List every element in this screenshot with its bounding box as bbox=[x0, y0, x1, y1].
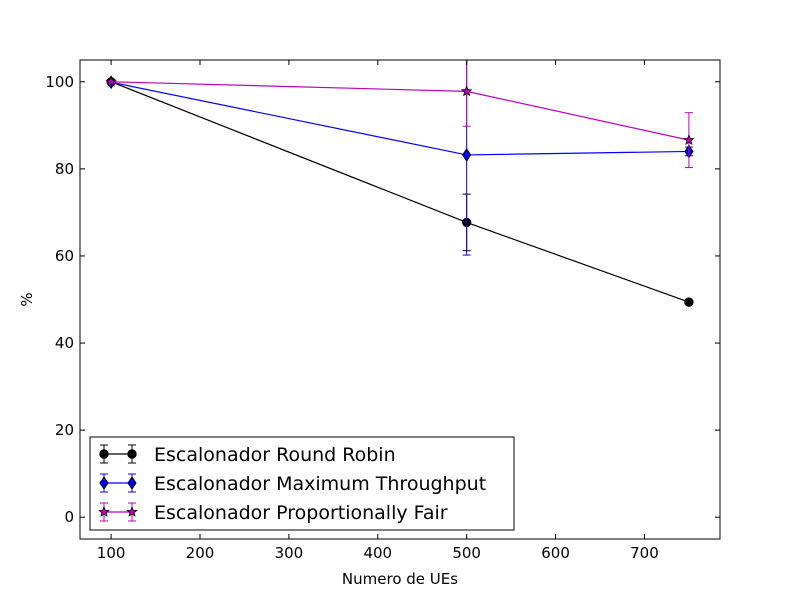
x-tick-label: 100 bbox=[97, 544, 126, 562]
legend-marker bbox=[98, 505, 110, 517]
legend-label: Escalonador Proportionally Fair bbox=[154, 502, 448, 524]
legend-marker bbox=[99, 449, 109, 459]
legend-marker bbox=[99, 476, 109, 490]
legend: Escalonador Round Robin Escalonador Maxim… bbox=[89, 436, 515, 531]
y-tick-label: 100 bbox=[45, 73, 74, 91]
legend-item: Escalonador Round Robin bbox=[99, 444, 396, 466]
x-tick-label: 200 bbox=[186, 544, 215, 562]
legend-label: Escalonador Maximum Throughput bbox=[154, 473, 486, 495]
series-line bbox=[110, 81, 689, 156]
legend-marker bbox=[127, 449, 137, 459]
y-axis-title: % bbox=[18, 292, 36, 306]
data-point bbox=[460, 85, 473, 97]
legend-marker bbox=[127, 476, 137, 490]
legend-item: Escalonador Proportionally Fair bbox=[98, 502, 448, 524]
plot-frame bbox=[79, 59, 721, 540]
legend-label: Escalonador Round Robin bbox=[154, 444, 396, 466]
x-tick-label: 400 bbox=[363, 544, 392, 562]
x-axis-title: Numero de UEs bbox=[342, 570, 458, 588]
legend-box bbox=[89, 436, 515, 531]
y-tick-label: 40 bbox=[55, 334, 74, 352]
series-line bbox=[110, 81, 690, 303]
series-escalonador-round-robin bbox=[106, 77, 694, 307]
data-point bbox=[684, 297, 694, 307]
legend-item: Escalonador Maximum Throughput bbox=[99, 473, 486, 495]
x-tick-label: 500 bbox=[452, 544, 481, 562]
data-point bbox=[462, 148, 472, 162]
data-point bbox=[683, 134, 695, 146]
y-tick-label: 80 bbox=[55, 160, 74, 178]
legend-marker bbox=[126, 505, 138, 517]
y-tick-label: 20 bbox=[55, 421, 74, 439]
ticks-layer: 100 200 300 400 500 600 700 0 20 40 60 80 100 bbox=[45, 60, 720, 562]
y-tick-label: 0 bbox=[64, 508, 74, 526]
x-tick-label: 700 bbox=[630, 544, 659, 562]
series-layer bbox=[105, 59, 695, 307]
data-point bbox=[105, 75, 117, 87]
y-tick-label: 60 bbox=[55, 247, 74, 265]
x-tick-label: 300 bbox=[275, 544, 304, 562]
x-tick-label: 600 bbox=[541, 544, 570, 562]
series-escalonador-proportionally-fair bbox=[105, 59, 695, 169]
series-line bbox=[111, 81, 690, 141]
